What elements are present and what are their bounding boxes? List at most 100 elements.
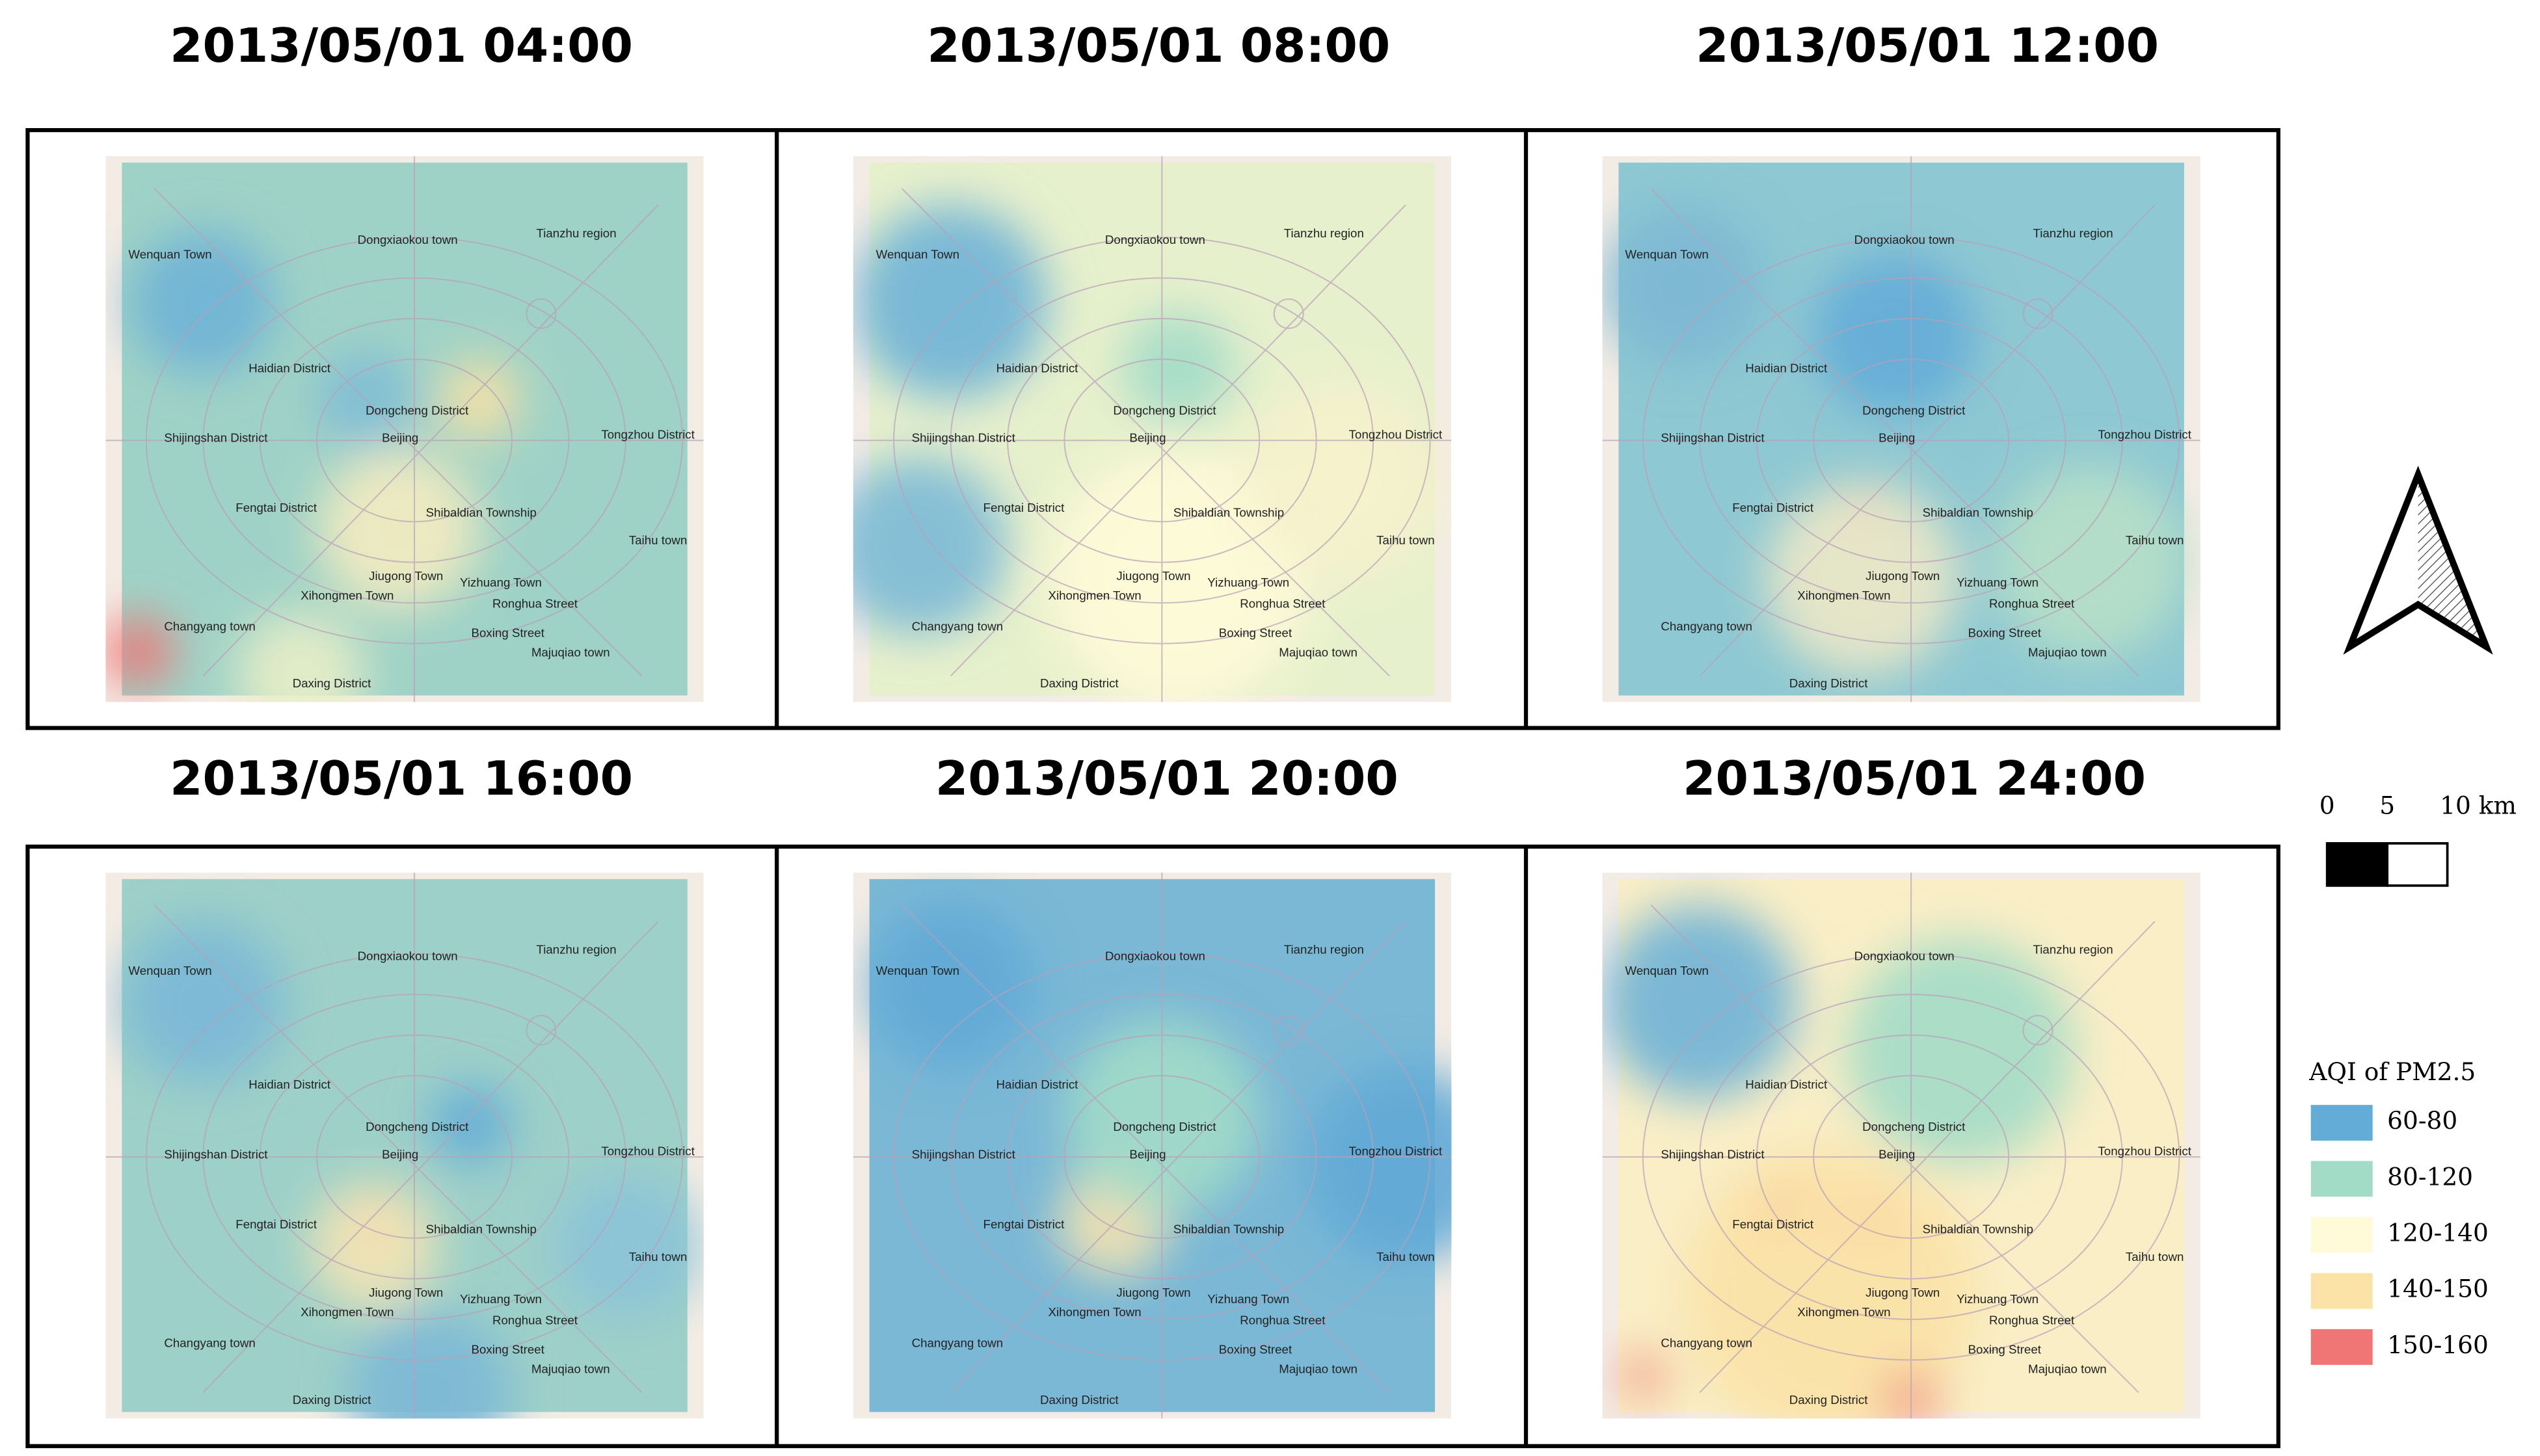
road: [1650, 905, 2139, 1394]
place-label: Shijingshan District: [164, 1148, 268, 1161]
heat: [1602, 905, 2074, 1419]
place-label: Majuqiao town: [531, 646, 610, 659]
map-surface: [1602, 156, 2200, 702]
road: [202, 921, 659, 1394]
place-label: Shibaldian Township: [426, 506, 537, 520]
heat-blob: [1602, 905, 1798, 1100]
park: [526, 1014, 557, 1046]
place-label: Dongxiaokou town: [1854, 233, 1955, 246]
panel-title: 2013/05/01 16:00: [170, 752, 633, 806]
map-panel: 2013/05/01 16:00 Wenquan Town Dongxiaokou …: [105, 752, 704, 1419]
place-label: Dongxiaokou town: [358, 233, 458, 246]
map-panel: 2013/05/01 20:00 Wenquan Town Dongxiaokou …: [853, 752, 1452, 1419]
place-label: Wenquan Town: [1625, 247, 1708, 261]
place-label: Xihongmen Town: [301, 1305, 394, 1319]
map-surface: [1602, 872, 2200, 1419]
heat-blob: [438, 359, 520, 441]
road: [1699, 921, 2156, 1394]
legend-label: 80-120: [2387, 1162, 2473, 1191]
heat-blob: [853, 205, 1049, 400]
place-label: Tongzhou District: [601, 428, 695, 442]
place-label: Xihongmen Town: [1048, 1305, 1141, 1319]
place-label: Changyang town: [912, 620, 1004, 633]
place-label: Shijingshan District: [1661, 431, 1765, 445]
heat-blob: [431, 1083, 512, 1165]
place-label: Fengtai District: [983, 501, 1065, 514]
place-label: Haidian District: [248, 361, 331, 375]
place-label: Ronghua Street: [1989, 597, 2075, 611]
place-label: Yizhuang Town: [1207, 576, 1289, 589]
road: [950, 204, 1406, 677]
place-label: Shijingshan District: [1661, 1148, 1765, 1161]
place-label: Majuqiao town: [1279, 1362, 1357, 1375]
place-label: Shibaldian Township: [1173, 506, 1284, 520]
place-label: Beijing: [382, 431, 418, 445]
heat-blob: [1992, 464, 2187, 660]
road: [202, 204, 659, 677]
panel-title: 2013/05/01 20:00: [935, 752, 1398, 806]
panel-title: 2013/05/01 08:00: [927, 19, 1390, 73]
place-label: Majuqiao town: [2028, 1362, 2107, 1375]
place-label: Ronghua Street: [1240, 597, 1326, 611]
place-label: Beijing: [1878, 1148, 1915, 1161]
place-label: Daxing District: [293, 676, 371, 690]
place-label: Beijing: [382, 1148, 418, 1161]
place-label: Tianzhu region: [1284, 943, 1364, 957]
place-label: Yizhuang Town: [1957, 1292, 2039, 1306]
heat-blob: [105, 616, 174, 688]
heat-blob: [1813, 253, 1977, 416]
place-label: Jiugong Town: [1865, 569, 1940, 583]
place-label: Xihongmen Town: [301, 589, 394, 602]
place-label: Shijingshan District: [164, 431, 268, 445]
park: [526, 298, 557, 329]
road: [901, 905, 1390, 1394]
heat: [1602, 205, 2187, 676]
place-label: Wenquan Town: [876, 247, 959, 261]
place-label: Jiugong Town: [369, 1286, 443, 1299]
place-label: Ronghua Street: [1989, 1313, 2075, 1327]
heat-blob: [1618, 1351, 1668, 1401]
place-label: Yizhuang Town: [1207, 1292, 1289, 1306]
map-surface: [105, 872, 704, 1419]
roads: [1602, 872, 2200, 1419]
place-label: Taihu town: [2126, 1250, 2184, 1264]
map-panel: 2013/05/01 08:00 Wenquan Town Dongxiaokou …: [853, 19, 1452, 702]
heat-blob: [552, 1173, 699, 1319]
park: [2022, 298, 2053, 329]
place-label: Tongzhou District: [2098, 428, 2191, 442]
place-label: Boxing Street: [472, 1342, 545, 1356]
legend-swatch: [2310, 1161, 2373, 1197]
place-label: Tianzhu region: [2033, 226, 2113, 240]
place-label: Changyang town: [164, 620, 255, 633]
legend-swatch: [2310, 1217, 2373, 1253]
north-arrow: [2343, 466, 2493, 655]
heat-blob: [1602, 205, 1765, 367]
road: [1650, 188, 2139, 677]
heat: [869, 905, 1452, 1279]
place-label: Dongxiaokou town: [1854, 949, 1955, 963]
legend-label: 150-160: [2387, 1330, 2489, 1359]
legend-swatch: [2310, 1105, 2373, 1141]
roads: [853, 156, 1452, 702]
scale-label: 5: [2379, 791, 2395, 819]
place-label: Beijing: [1878, 431, 1915, 445]
place-label: Daxing District: [293, 1393, 371, 1407]
road: [154, 188, 643, 677]
place-label: Dongcheng District: [1862, 1120, 1966, 1133]
heat-blob: [1683, 1148, 1976, 1419]
place-label: Shijingshan District: [912, 1148, 1016, 1161]
place-label: Ronghua Street: [492, 597, 578, 611]
place-label: Haidian District: [996, 1078, 1079, 1091]
place-label: Daxing District: [1789, 676, 1868, 690]
place-label: Daxing District: [1040, 676, 1119, 690]
place-label: Haidian District: [1745, 361, 1828, 375]
place-label: Fengtai District: [235, 501, 317, 514]
place-label: Jiugong Town: [369, 569, 443, 583]
place-label: Boxing Street: [1219, 1342, 1292, 1356]
roads: [105, 872, 704, 1419]
map-panel: 2013/05/01 12:00 Wenquan Town Dongxiaokou …: [1602, 19, 2200, 702]
place-label: Beijing: [1129, 1148, 1166, 1161]
road: [154, 905, 643, 1394]
roads: [1602, 156, 2200, 702]
